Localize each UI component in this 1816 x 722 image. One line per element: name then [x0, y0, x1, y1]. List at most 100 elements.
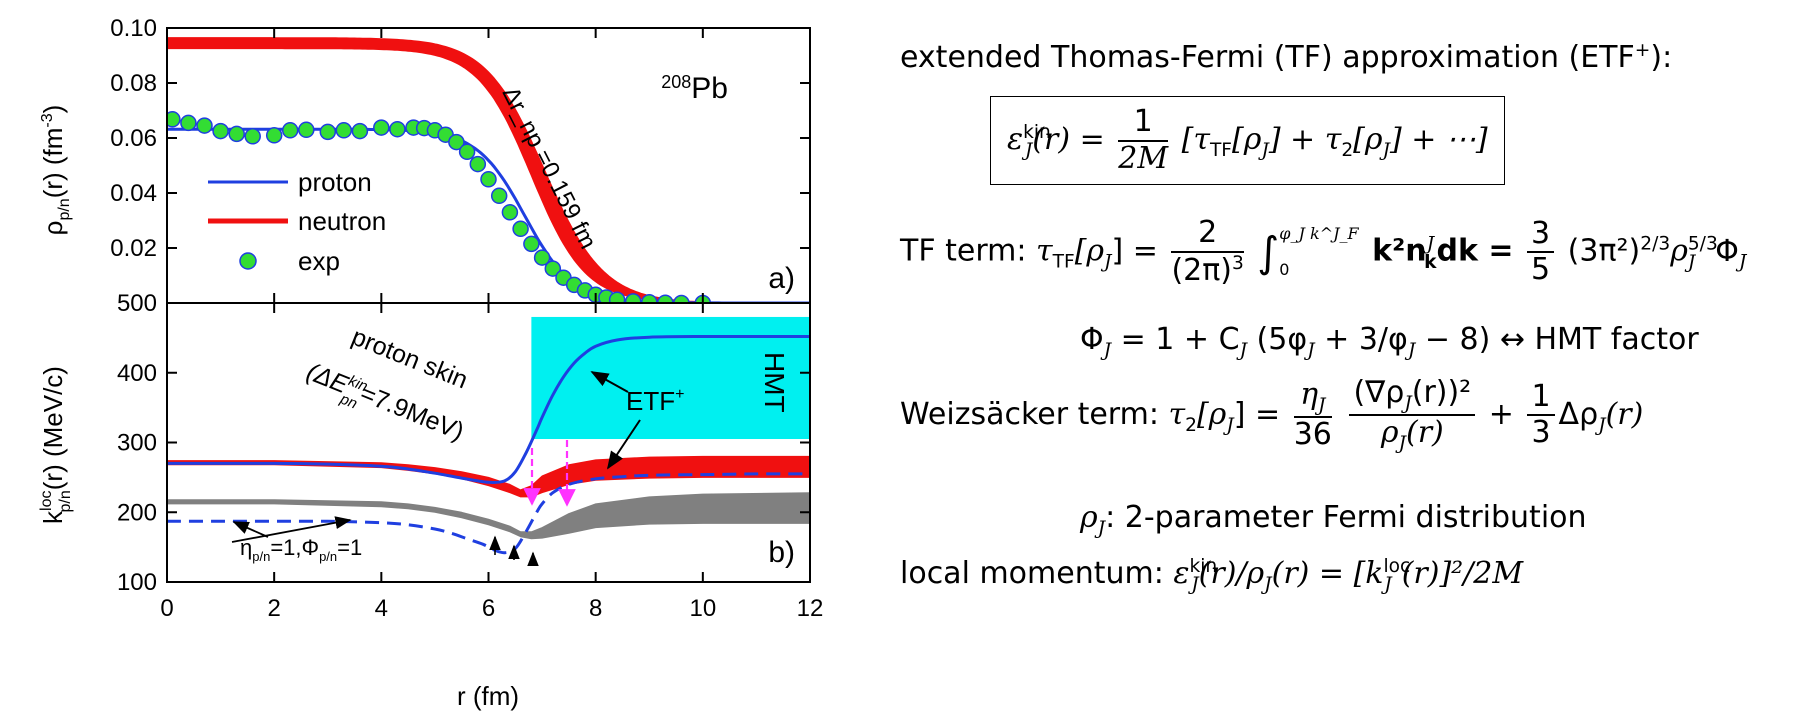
- series-neutron-band: [167, 37, 810, 303]
- legend-neutron: neutron: [298, 206, 386, 236]
- legend-exp: exp: [298, 246, 340, 276]
- local-momentum-line: local momentum: εkinJ(r)/ρJ(r) = [klocJ(…: [900, 556, 1523, 595]
- x-tick-label: 8: [589, 595, 602, 622]
- exp-point: [624, 293, 642, 303]
- y-tick-label-b: 400: [117, 360, 157, 387]
- exp-point: [373, 119, 390, 136]
- exp-point: [244, 128, 261, 145]
- local-mid-sub: J: [1264, 574, 1272, 595]
- tf-rho-sub: J: [1687, 251, 1696, 273]
- y-tick-label-b: 100: [117, 569, 157, 596]
- hmt-label: HMT: [759, 352, 790, 413]
- series-proton-line: [167, 127, 810, 303]
- w-laplace: Δρ: [1558, 396, 1599, 432]
- y-tick-label-b: 500: [117, 290, 157, 317]
- panel-label-a: a): [768, 262, 795, 295]
- x-tick-label: 6: [482, 595, 495, 622]
- eps-sub: J: [1024, 140, 1033, 161]
- x-tick-label: 12: [797, 595, 824, 622]
- y-axis-label-a: ρp/n(r) (fm-3): [38, 105, 73, 236]
- w-frac-3-den: 3: [1531, 415, 1551, 451]
- w-eq-sign: ] =: [1233, 396, 1281, 432]
- w-tau: τ: [1168, 396, 1186, 432]
- w-rho-end: (r): [1406, 415, 1444, 451]
- rhs-sub-1: TF: [1209, 140, 1232, 161]
- rhs-2: [ρ: [1232, 122, 1262, 157]
- heading-text: extended Thomas-Fermi (TF) approximation…: [900, 40, 1635, 75]
- w-grad-end: (r))²: [1411, 375, 1472, 410]
- local-label: local momentum:: [900, 556, 1164, 591]
- rhs-4: [ρ: [1353, 122, 1383, 157]
- x-tick-label: 0: [160, 595, 173, 622]
- local-mid2: (r) = [k: [1271, 556, 1384, 591]
- exp-point: [351, 122, 369, 140]
- y-tick-label-b: 200: [117, 499, 157, 526]
- eps-arg: (r) =: [1032, 122, 1105, 157]
- w-eta-sub: J: [1318, 394, 1326, 416]
- x-tick-label: 10: [689, 595, 716, 622]
- exp-point: [281, 122, 299, 139]
- local-mid: (r)/ρ: [1198, 556, 1265, 591]
- exp-point: [228, 125, 245, 143]
- tf-label: TF term:: [900, 233, 1027, 269]
- eta-phi-label: ηp/n=1,Φp/n=1: [240, 535, 362, 564]
- fermi-text: : 2-parameter Fermi distribution: [1105, 500, 1587, 535]
- theory-heading: extended Thomas-Fermi (TF) approximation…: [900, 40, 1672, 75]
- fermi-rho-sub: J: [1097, 518, 1106, 539]
- etf-arrow-up: [590, 371, 629, 393]
- panel-label-b: b): [768, 536, 795, 569]
- frac-den: 2M: [1118, 140, 1169, 176]
- phi-paren2: + 3/φ: [1314, 322, 1408, 357]
- y-tick-label-a: 0.10: [110, 15, 157, 42]
- tf-rho-sup: 5/3: [1687, 233, 1718, 255]
- tf-phi: Φ: [1715, 233, 1739, 269]
- w-frac-1: ηJ 36: [1293, 376, 1332, 453]
- local-eps: ε: [1173, 556, 1190, 591]
- etf-label: ETF+: [626, 386, 684, 416]
- x-tick-label: 2: [267, 595, 280, 622]
- y-tick-label-b: 300: [117, 430, 157, 457]
- exp-point: [265, 127, 283, 144]
- exp-point: [544, 260, 562, 277]
- exp-point: [490, 187, 508, 205]
- w-tau-sub: 2: [1185, 414, 1197, 436]
- phi-paren2-sub: J: [1407, 340, 1416, 361]
- tf-eq-sign: ] =: [1111, 233, 1158, 269]
- exp-point: [501, 204, 519, 221]
- w-eta: η: [1300, 376, 1319, 412]
- tf-frac-2-num: 3: [1527, 216, 1555, 253]
- exp-point: [298, 121, 315, 139]
- local-eps-sup: kin: [1189, 556, 1218, 577]
- etf-arrow-down: [607, 419, 641, 470]
- eps-sup: kin: [1023, 122, 1051, 143]
- integral-sign: ∫: [1257, 227, 1280, 277]
- nucleus-label: 208Pb: [661, 72, 728, 105]
- phi-line: ΦJ = 1 + CJ (5φJ + 3/φJ − 8) ↔ HMT facto…: [1080, 322, 1699, 361]
- fermi-rho: ρ: [1080, 500, 1098, 535]
- phi-sub: J: [1103, 340, 1112, 361]
- tf-phi-sub: J: [1738, 251, 1747, 273]
- weizsacker-line: Weizsäcker term: τ2[ρJ] = ηJ 36 (∇ρJ(r))²…: [900, 375, 1643, 455]
- panel-a-frame: [166, 27, 811, 304]
- exp-point: [212, 122, 229, 140]
- phi-end: − 8) ↔ HMT factor: [1415, 322, 1699, 357]
- tf-frac-1-num: 2: [1171, 215, 1244, 253]
- legend-exp-marker: [239, 252, 257, 270]
- integrand: k²n: [1372, 233, 1427, 269]
- tf-term-line: TF term: τTF[ρJ] = 2 (2π)3 ∫ φ_J k^J_F 0 k²…: [900, 215, 1747, 288]
- w-rho-sub: J: [1398, 433, 1406, 455]
- integrand-sub: k: [1424, 251, 1437, 273]
- eps-symbol: ε: [1007, 122, 1024, 157]
- one-over-2m: 1 2M: [1118, 104, 1169, 176]
- heading-sup: +: [1634, 40, 1651, 61]
- rhs-sub-3: 2: [1341, 140, 1354, 161]
- annotation-arrows: [231, 371, 641, 566]
- kinetic-energy-equation: εkinJ(r) = 1 2M [τTF[ρJ] + τ2[ρJ] + ⋯]: [990, 96, 1505, 185]
- x-tick-label: 4: [375, 595, 388, 622]
- eta-arrow-upper: [232, 521, 269, 538]
- integrand-sup: J: [1426, 233, 1435, 255]
- exp-point: [673, 294, 690, 303]
- local-k-sup: loc: [1383, 556, 1411, 577]
